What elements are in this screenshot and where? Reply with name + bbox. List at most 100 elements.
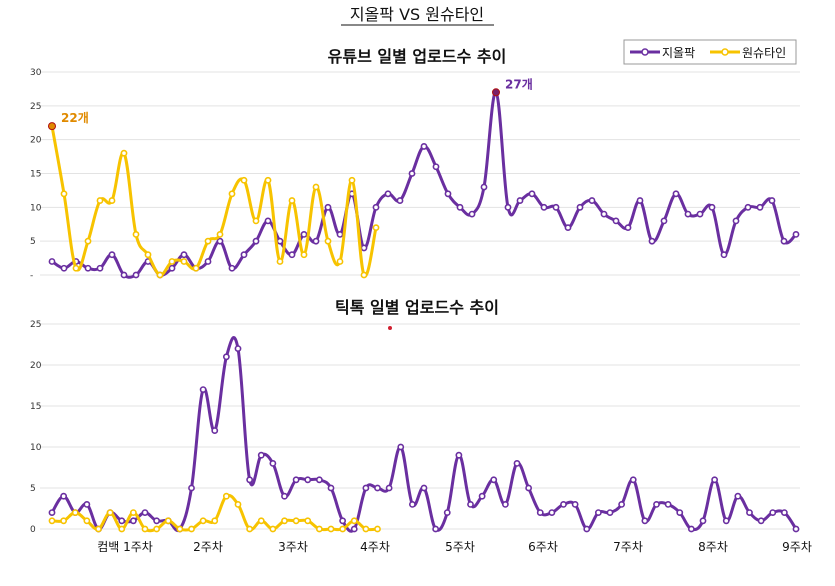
y-tick-label: 25 <box>30 102 41 112</box>
data-point <box>350 517 358 525</box>
data-point <box>396 197 404 204</box>
data-point <box>188 525 195 533</box>
data-point <box>408 170 416 177</box>
data-point <box>516 197 524 204</box>
data-point <box>757 517 765 525</box>
data-point <box>648 237 656 245</box>
data-point <box>576 203 584 211</box>
data-point <box>141 509 149 516</box>
data-point <box>60 190 68 198</box>
data-point <box>228 264 236 272</box>
data-point <box>420 143 428 150</box>
y-tick-label: - <box>30 271 33 281</box>
data-point <box>336 230 344 238</box>
data-point <box>548 509 556 516</box>
data-point <box>129 517 137 525</box>
data-point <box>711 476 719 484</box>
data-point <box>525 484 533 492</box>
data-point <box>180 258 188 265</box>
data-point <box>164 517 172 525</box>
y-tick-label: 0 <box>30 525 36 535</box>
data-point <box>467 500 474 508</box>
panel-title-1: 틱톡 일별 업로드수 추이 <box>335 298 499 317</box>
stray-dot <box>388 326 392 330</box>
data-point <box>456 203 464 211</box>
x-tick-label: 4주차 <box>360 540 390 554</box>
data-point <box>588 197 596 204</box>
data-point <box>687 525 695 533</box>
data-point <box>292 476 300 484</box>
data-point <box>118 525 126 533</box>
legend: 지올팍 원슈타인 <box>623 39 797 65</box>
data-point <box>300 251 308 259</box>
data-point <box>276 237 284 245</box>
data-point <box>141 525 149 533</box>
data-point <box>397 443 405 451</box>
data-point <box>83 500 91 508</box>
data-point <box>641 517 649 525</box>
data-point <box>468 210 476 218</box>
data-point <box>571 500 579 508</box>
data-point <box>211 427 219 434</box>
data-point <box>664 500 672 508</box>
data-point <box>624 224 632 232</box>
data-point <box>222 353 230 361</box>
data-point <box>324 237 332 245</box>
figure-title: 지올팍 VS 원슈타인 <box>350 5 484 24</box>
x-tick-label: 5주차 <box>445 540 475 554</box>
x-tick-label: 7주차 <box>613 540 643 554</box>
data-point <box>222 492 230 500</box>
data-point <box>106 509 114 516</box>
data-point <box>528 190 536 198</box>
data-point <box>96 264 104 272</box>
data-point <box>234 500 242 508</box>
data-point <box>618 500 626 508</box>
data-point <box>768 197 776 204</box>
data-point <box>83 517 91 525</box>
data-point <box>594 509 602 516</box>
data-point <box>234 345 242 352</box>
data-point <box>780 509 788 516</box>
data-point <box>504 203 512 211</box>
y-tick-label: 5 <box>30 237 36 247</box>
data-point <box>734 492 742 500</box>
y-tick-label: 5 <box>30 484 36 494</box>
data-point <box>501 500 509 508</box>
data-point <box>372 203 380 211</box>
data-point <box>312 237 320 245</box>
data-point <box>240 251 248 259</box>
data-point <box>276 258 284 265</box>
legend-label-jiolpak: 지올팍 <box>662 46 695 60</box>
data-point <box>228 190 236 198</box>
data-point <box>564 224 572 232</box>
data-point <box>176 525 184 533</box>
data-point <box>216 230 224 238</box>
data-point <box>432 525 440 533</box>
data-point <box>336 258 344 265</box>
data-point <box>315 525 323 533</box>
data-point <box>312 183 320 191</box>
y-tick-label: 15 <box>30 170 41 180</box>
data-point <box>660 217 668 225</box>
data-point <box>257 451 265 459</box>
y-tick-label: 15 <box>30 402 41 412</box>
data-point <box>192 264 200 272</box>
data-point <box>84 264 92 272</box>
data-point <box>144 251 152 259</box>
data-point <box>48 509 56 516</box>
data-point <box>362 484 370 492</box>
data-point <box>180 251 188 259</box>
data-point <box>72 264 80 272</box>
data-point <box>699 517 707 525</box>
data-point <box>540 203 548 211</box>
data-point <box>304 517 312 525</box>
data-point <box>478 492 486 500</box>
data-point <box>732 217 740 225</box>
data-point <box>269 525 277 533</box>
y-tick-label: 20 <box>30 361 42 371</box>
data-point <box>60 492 68 500</box>
data-point <box>676 509 684 516</box>
data-point <box>153 517 161 525</box>
data-point <box>408 500 416 508</box>
